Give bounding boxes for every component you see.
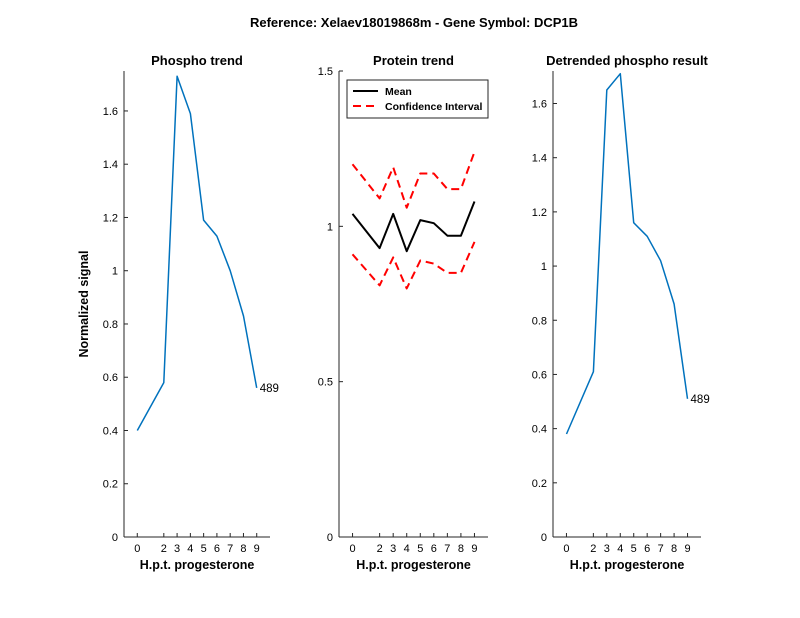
x-tick-label: 9: [684, 543, 690, 555]
y-tick-label: 0: [112, 532, 118, 544]
x-tick-label: 7: [444, 543, 450, 555]
x-tick-label: 9: [471, 543, 477, 555]
x-tick-label: 0: [563, 543, 569, 555]
x-tick-label: 8: [671, 543, 677, 555]
y-tick-label: 0.6: [532, 369, 547, 381]
x-tick-label: 4: [404, 543, 410, 555]
x-tick-label: 7: [227, 543, 233, 555]
y-tick-label: 1.4: [103, 159, 118, 171]
x-tick-label: 4: [617, 543, 623, 555]
series-line-2: [351, 151, 476, 209]
subplots-group: 0 2 3 4 5 6 7 8 900.20.40.60.811.21.41.6Phospho …: [77, 53, 710, 572]
subplot-3: 0 2 3 4 5 6 7 8 9 0 0.2 0.4 0.6 0.8 1 1.2 1.4 1.6 Detrende…: [532, 53, 710, 572]
y-tick-label: 0.4: [103, 425, 118, 437]
x-tick-label: 9: [254, 543, 260, 555]
y-tick-label: 1.4: [532, 153, 547, 165]
y-tick-label: 1: [541, 261, 547, 273]
y-tick-label: 0: [541, 532, 547, 544]
x-tick-label: 6: [214, 543, 220, 555]
x-tick-label: 3: [390, 543, 396, 555]
x-tick-label: 5: [417, 543, 423, 555]
y-tick-label: 1: [112, 266, 118, 278]
legend-label: Confidence Interval: [385, 101, 483, 113]
y-tick-label: 1.6: [103, 106, 118, 118]
legend-box: [346, 79, 489, 119]
legend-label: Mean: [385, 86, 412, 98]
x-tick-label: 5: [201, 543, 207, 555]
x-tick-label: 0: [134, 543, 140, 555]
x-tick-label: 7: [658, 543, 664, 555]
y-tick-label: 0.2: [532, 478, 547, 490]
y-tick-label: 1.2: [103, 212, 118, 224]
y-tick-label: 0.4: [532, 424, 547, 436]
x-tick-label: 0: [349, 543, 355, 555]
y-tick-label: 0.8: [532, 315, 547, 327]
y-tick-label: 1.2: [532, 207, 547, 219]
y-tick-label: 0.5: [318, 377, 333, 389]
x-tick-label: 3: [604, 543, 610, 555]
x-axis-label: H.p.t. progesterone: [570, 558, 685, 572]
x-tick-label: 2: [161, 543, 167, 555]
x-tick-label: 4: [187, 543, 193, 555]
y-tick-label: 0.8: [103, 319, 118, 331]
y-tick-label: 1.6: [532, 99, 547, 111]
x-axis-label: H.p.t. progesterone: [140, 558, 255, 572]
x-axis-label: H.p.t. progesterone: [356, 558, 471, 572]
series-line-1: [136, 75, 258, 431]
x-tick-label: 6: [644, 543, 650, 555]
x-tick-label: 5: [631, 543, 637, 555]
point-annotation: 489: [691, 394, 710, 406]
x-tick-label: 2: [377, 543, 383, 555]
x-tick-label: 8: [240, 543, 246, 555]
series-line-1: [565, 72, 689, 435]
y-tick-label: 0.6: [103, 372, 118, 384]
point-annotation: 489: [260, 383, 279, 395]
subplot-title: Protein trend: [373, 53, 454, 68]
x-tick-label: 8: [458, 543, 464, 555]
y-tick-label: 1.5: [318, 66, 333, 78]
x-tick-label: 3: [174, 543, 180, 555]
subplot-2: 0 2 3 4 5 6 7 8 9 0 0.5 1 1.5 Protein trend H.p.t. pro…: [318, 53, 489, 572]
subplot-title: Detrended phospho result: [546, 53, 708, 68]
y-tick-label: 0: [327, 532, 333, 544]
x-tick-label: 6: [431, 543, 437, 555]
series-line-1: [351, 201, 476, 253]
subplot-1: 0 2 3 4 5 6 7 8 9 0 0.2 0.4 0.6 0.8 1 1.2 1.4 1.6 Phospho …: [77, 53, 279, 572]
series-line-3: [351, 241, 476, 290]
x-tick-label: 2: [590, 543, 596, 555]
subplot-title: Phospho trend: [151, 53, 243, 68]
y-tick-label: 0.2: [103, 479, 118, 491]
y-axis-label: Normalized signal: [77, 251, 91, 358]
legend: Mean Confidence Interval: [346, 79, 489, 119]
y-tick-label: 1: [327, 221, 333, 233]
figure-suptitle: Reference: Xelaev18019868m - Gene Symbol…: [250, 15, 578, 30]
